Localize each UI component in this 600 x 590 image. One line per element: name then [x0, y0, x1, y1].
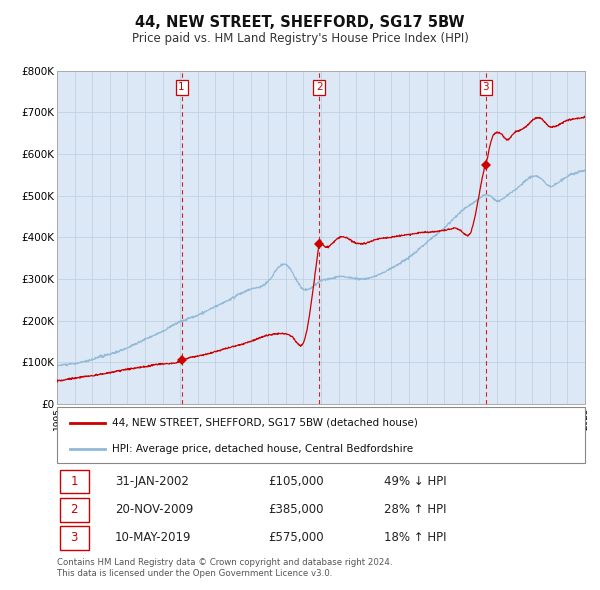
Text: 28% ↑ HPI: 28% ↑ HPI — [385, 503, 447, 516]
Text: £105,000: £105,000 — [268, 475, 324, 488]
Text: 3: 3 — [70, 532, 78, 545]
Text: HPI: Average price, detached house, Central Bedfordshire: HPI: Average price, detached house, Cent… — [112, 444, 413, 454]
Text: 44, NEW STREET, SHEFFORD, SG17 5BW: 44, NEW STREET, SHEFFORD, SG17 5BW — [135, 15, 465, 30]
FancyBboxPatch shape — [59, 498, 89, 522]
Text: 2: 2 — [316, 83, 322, 93]
Text: Contains HM Land Registry data © Crown copyright and database right 2024.
This d: Contains HM Land Registry data © Crown c… — [57, 558, 392, 578]
Text: £385,000: £385,000 — [268, 503, 324, 516]
FancyBboxPatch shape — [57, 407, 585, 463]
FancyBboxPatch shape — [59, 470, 89, 493]
FancyBboxPatch shape — [59, 526, 89, 550]
Text: 31-JAN-2002: 31-JAN-2002 — [115, 475, 189, 488]
Text: 1: 1 — [178, 83, 185, 93]
Text: 44, NEW STREET, SHEFFORD, SG17 5BW (detached house): 44, NEW STREET, SHEFFORD, SG17 5BW (deta… — [112, 418, 418, 428]
Text: 18% ↑ HPI: 18% ↑ HPI — [385, 532, 447, 545]
Text: 20-NOV-2009: 20-NOV-2009 — [115, 503, 193, 516]
Text: 1: 1 — [70, 475, 78, 488]
Text: 49% ↓ HPI: 49% ↓ HPI — [385, 475, 447, 488]
Text: 2: 2 — [70, 503, 78, 516]
Text: Price paid vs. HM Land Registry's House Price Index (HPI): Price paid vs. HM Land Registry's House … — [131, 32, 469, 45]
Text: £575,000: £575,000 — [268, 532, 324, 545]
Text: 3: 3 — [482, 83, 489, 93]
Text: 10-MAY-2019: 10-MAY-2019 — [115, 532, 191, 545]
